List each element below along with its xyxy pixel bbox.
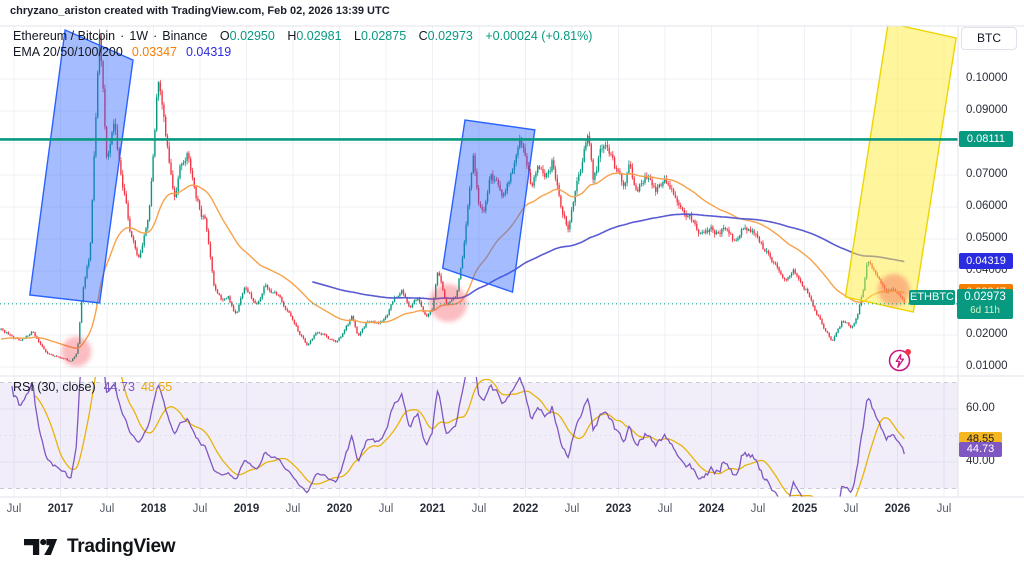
flash-reaction-button[interactable] (887, 347, 913, 373)
ema-slow-line (312, 213, 905, 300)
trend-channel[interactable] (844, 23, 957, 313)
currency-unit-button[interactable]: BTC (961, 27, 1017, 50)
rsi-ma-line (34, 377, 905, 497)
legend-separator: · (153, 29, 158, 43)
ema-label: EMA 20/50/100/200 (13, 45, 123, 59)
price-pane (0, 23, 957, 367)
notification-dot (905, 349, 911, 355)
open-label: O (219, 29, 230, 43)
low-group: L0.02875 (354, 29, 406, 43)
footer-brand: TradingView (24, 535, 176, 559)
symbol-ticker-tag: ETHBTC (909, 289, 955, 305)
rsi-value: 44.73 (103, 380, 135, 394)
ema-slow-price-label: 0.04319 (959, 252, 1013, 269)
rsi-label: RSI (30, close) (13, 380, 96, 394)
lightning-icon (895, 353, 905, 369)
low-value: 0.02875 (360, 29, 407, 43)
rsi-line (11, 377, 905, 497)
rsi-legend[interactable]: RSI (30, close) 44.73 48.55 (13, 380, 172, 394)
close-value: 0.02973 (427, 29, 473, 43)
flash-circle (888, 349, 911, 372)
last-price-label: 0.02973 6d 11h (957, 288, 1013, 319)
ema-slow-value: 0.04319 (186, 45, 232, 59)
ema-fast-value: 0.03347 (131, 45, 177, 59)
interval-label: 1W (129, 29, 149, 43)
legend-separator: · (120, 29, 125, 43)
hline-price-label: 0.08111 (959, 131, 1013, 148)
highlight-circle-1[interactable] (61, 336, 92, 367)
highlight-circle-3[interactable] (877, 273, 910, 306)
open-group: O0.02950 (220, 29, 275, 43)
bar-countdown: 6d 11h (970, 304, 1000, 316)
highlight-circle-2[interactable] (429, 284, 468, 322)
ema-legend[interactable]: EMA 20/50/100/200 0.03347 0.04319 (13, 45, 231, 59)
rsi-ma-value: 48.55 (140, 380, 173, 394)
high-value: 0.02981 (296, 29, 342, 43)
rsi-band (0, 382, 958, 489)
close-group: C0.02973 (419, 29, 473, 43)
exchange-label: Binance (162, 29, 208, 43)
high-group: H0.02981 (287, 29, 341, 43)
tradingview-logo-icon (24, 538, 58, 556)
open-value: 0.02950 (229, 29, 275, 43)
rsi-axis-label: 44.73 (959, 441, 1002, 457)
last-price-value: 0.02973 (964, 290, 1006, 303)
low-label: L (354, 29, 361, 43)
close-label: C (418, 29, 428, 43)
trend-box-2[interactable] (441, 119, 536, 294)
rsi-pane (11, 377, 905, 497)
grid-lines (0, 26, 958, 497)
symbol-legend[interactable]: Ethereum / Bitcoin · 1W · Binance O0.02950 H… (13, 29, 592, 43)
change-value: +0.00024 (+0.81%) (485, 29, 593, 43)
trend-box-1[interactable] (29, 28, 134, 304)
tradingview-wordmark: TradingView (67, 536, 176, 557)
attribution-text: chryzano_ariston created with TradingVie… (10, 5, 390, 17)
symbol-title[interactable]: Ethereum / Bitcoin (13, 29, 116, 43)
high-label: H (287, 29, 297, 43)
